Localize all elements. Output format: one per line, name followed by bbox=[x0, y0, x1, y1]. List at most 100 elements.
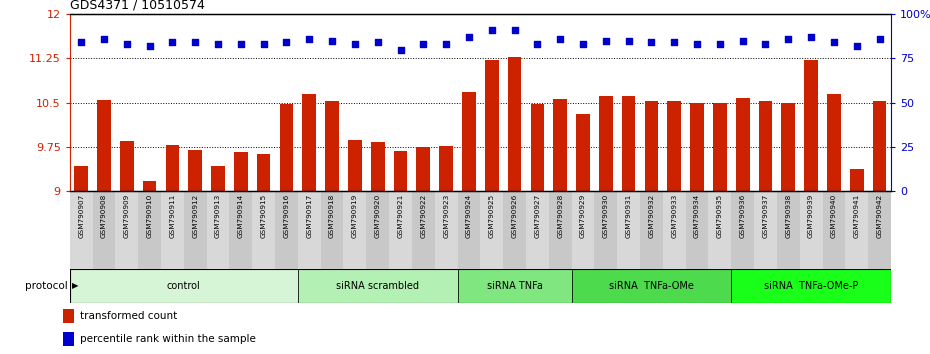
Bar bbox=[508, 57, 522, 191]
Point bbox=[97, 36, 112, 42]
Bar bbox=[640, 191, 663, 269]
Text: GSM790924: GSM790924 bbox=[466, 194, 472, 238]
Text: GSM790907: GSM790907 bbox=[78, 194, 84, 238]
Point bbox=[576, 41, 591, 47]
Bar bbox=[74, 166, 88, 191]
Point bbox=[416, 41, 431, 47]
Text: GSM790936: GSM790936 bbox=[739, 194, 746, 238]
Bar bbox=[93, 191, 115, 269]
Text: protocol: protocol bbox=[25, 281, 68, 291]
Bar bbox=[618, 191, 640, 269]
Bar bbox=[161, 191, 184, 269]
Bar bbox=[572, 269, 731, 303]
Bar bbox=[754, 191, 777, 269]
Bar bbox=[439, 146, 453, 191]
Bar bbox=[458, 269, 572, 303]
Bar bbox=[115, 191, 139, 269]
Bar bbox=[142, 181, 156, 191]
Bar bbox=[668, 102, 681, 191]
Bar bbox=[827, 94, 841, 191]
Point bbox=[485, 27, 499, 33]
Bar bbox=[480, 191, 503, 269]
Bar bbox=[302, 94, 316, 191]
Text: GSM790940: GSM790940 bbox=[830, 194, 837, 238]
Text: GSM790934: GSM790934 bbox=[694, 194, 700, 238]
Bar bbox=[690, 103, 704, 191]
Bar bbox=[417, 147, 431, 191]
Text: GSM790938: GSM790938 bbox=[785, 194, 791, 238]
Point bbox=[348, 41, 363, 47]
Bar bbox=[845, 191, 868, 269]
Text: GSM790917: GSM790917 bbox=[306, 194, 312, 238]
Point bbox=[621, 38, 636, 44]
Text: GSM790933: GSM790933 bbox=[671, 194, 677, 238]
Point bbox=[712, 41, 727, 47]
Bar bbox=[731, 191, 754, 269]
Point bbox=[256, 41, 271, 47]
Point bbox=[736, 38, 751, 44]
Bar bbox=[781, 103, 795, 191]
Bar bbox=[206, 191, 230, 269]
Point bbox=[507, 27, 522, 33]
Bar bbox=[139, 191, 161, 269]
Bar bbox=[371, 142, 384, 191]
Point bbox=[872, 36, 887, 42]
Bar bbox=[713, 103, 726, 191]
Text: GSM790937: GSM790937 bbox=[763, 194, 768, 238]
Bar bbox=[549, 191, 572, 269]
Bar bbox=[594, 191, 618, 269]
Text: GSM790918: GSM790918 bbox=[329, 194, 335, 238]
Point bbox=[393, 47, 408, 52]
Bar bbox=[389, 191, 412, 269]
Point bbox=[690, 41, 705, 47]
Bar bbox=[120, 141, 134, 191]
Text: ▶: ▶ bbox=[72, 281, 78, 290]
Bar bbox=[736, 98, 750, 191]
Text: GSM790912: GSM790912 bbox=[193, 194, 198, 238]
Bar bbox=[599, 96, 613, 191]
Text: GSM790939: GSM790939 bbox=[808, 194, 814, 238]
Bar bbox=[850, 169, 864, 191]
Bar bbox=[663, 191, 685, 269]
Text: GSM790927: GSM790927 bbox=[535, 194, 540, 238]
Text: GSM790916: GSM790916 bbox=[284, 194, 289, 238]
Bar bbox=[189, 150, 202, 191]
Bar bbox=[70, 269, 298, 303]
Text: GSM790925: GSM790925 bbox=[489, 194, 495, 238]
Bar bbox=[622, 96, 635, 191]
Bar bbox=[230, 191, 252, 269]
Bar bbox=[348, 140, 362, 191]
Text: GSM790920: GSM790920 bbox=[375, 194, 380, 238]
Bar bbox=[462, 92, 476, 191]
Text: GSM790941: GSM790941 bbox=[854, 194, 859, 238]
Text: GDS4371 / 10510574: GDS4371 / 10510574 bbox=[70, 0, 205, 12]
Bar bbox=[298, 269, 458, 303]
Point bbox=[461, 34, 476, 40]
Text: GSM790919: GSM790919 bbox=[352, 194, 358, 238]
Bar bbox=[804, 60, 818, 191]
Point bbox=[119, 41, 134, 47]
Text: GSM790909: GSM790909 bbox=[124, 194, 130, 238]
Text: GSM790942: GSM790942 bbox=[877, 194, 883, 238]
Point bbox=[781, 36, 796, 42]
Point bbox=[644, 40, 658, 45]
Bar bbox=[211, 166, 225, 191]
Text: GSM790929: GSM790929 bbox=[580, 194, 586, 238]
Bar bbox=[234, 152, 247, 191]
Bar bbox=[526, 191, 549, 269]
Text: GSM790908: GSM790908 bbox=[101, 194, 107, 238]
Bar bbox=[458, 191, 480, 269]
Text: GSM790922: GSM790922 bbox=[420, 194, 426, 238]
Bar bbox=[63, 332, 74, 346]
Bar bbox=[530, 104, 544, 191]
Text: siRNA TNFa: siRNA TNFa bbox=[486, 281, 542, 291]
Text: siRNA  TNFa-OMe: siRNA TNFa-OMe bbox=[609, 281, 694, 291]
Bar bbox=[275, 191, 298, 269]
Text: GSM790928: GSM790928 bbox=[557, 194, 564, 238]
Text: control: control bbox=[166, 281, 201, 291]
Bar bbox=[280, 104, 293, 191]
Point bbox=[233, 41, 248, 47]
Point bbox=[758, 41, 773, 47]
Text: siRNA scrambled: siRNA scrambled bbox=[337, 281, 419, 291]
Point bbox=[73, 40, 88, 45]
